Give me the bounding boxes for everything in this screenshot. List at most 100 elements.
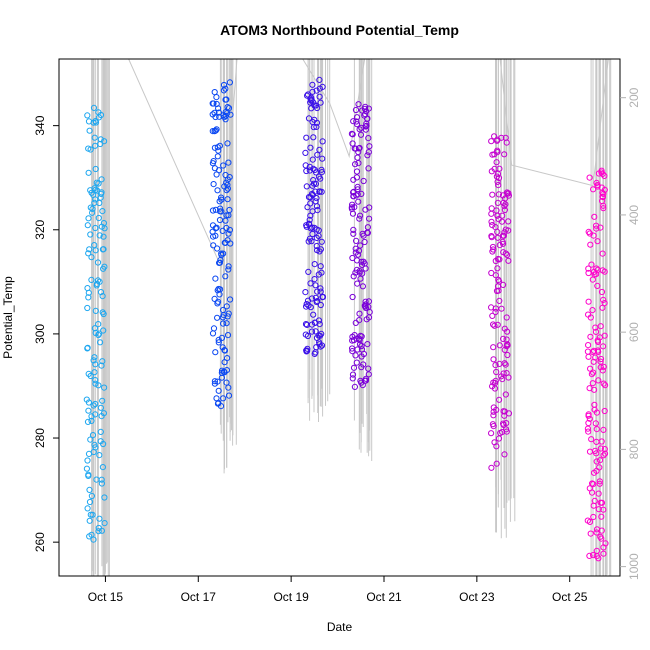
profile-5-point <box>589 307 596 314</box>
x-tick-label: Oct 21 <box>366 590 402 604</box>
profile-3-point <box>353 168 361 175</box>
profile-5-point <box>597 445 604 452</box>
profile-4-point <box>489 151 496 158</box>
profile-0-point <box>92 400 99 408</box>
profile-5-point <box>595 506 602 513</box>
profile-1-point <box>218 369 225 376</box>
profile-3-point <box>358 190 365 197</box>
profile-5-point <box>593 409 601 416</box>
profile-4-point <box>489 222 496 229</box>
data-points-layer <box>83 76 609 562</box>
profile-4-point <box>497 429 504 437</box>
profile-4-point <box>488 210 495 217</box>
profile-3-point <box>348 204 355 211</box>
profile-4-point <box>494 234 501 241</box>
profile-4-point <box>489 243 497 251</box>
profile-1-point <box>222 116 229 123</box>
profile-2-point <box>311 350 318 357</box>
profile-2-point <box>303 223 310 230</box>
profile-2-point <box>302 321 310 328</box>
profile-2-point <box>319 138 326 145</box>
profile-3-point <box>359 270 366 277</box>
profile-1-point <box>226 226 233 234</box>
profile-1-point <box>212 225 219 232</box>
profile-0-point <box>98 362 105 369</box>
profile-0-point <box>95 109 102 116</box>
profile-3-point <box>352 352 359 359</box>
profile-3-point <box>349 345 356 352</box>
profile-0-point <box>98 413 105 420</box>
profile-1-point <box>214 187 221 194</box>
profile-4-point <box>503 314 510 321</box>
x-tick-label: Oct 15 <box>88 590 124 604</box>
profile-0-point <box>94 259 102 266</box>
profile-3-point <box>349 210 357 217</box>
profile-0-point <box>89 209 96 216</box>
profile-0-point <box>90 119 97 126</box>
profile-3-point <box>356 317 363 324</box>
profile-3-point <box>362 298 369 305</box>
profile-1-point <box>216 142 223 149</box>
profile-5-point <box>594 337 601 344</box>
profile-3-point <box>357 212 364 219</box>
profile-0-point <box>86 486 93 493</box>
profile-1-point <box>214 153 221 160</box>
profile-3-point <box>366 309 373 316</box>
profile-2-point <box>312 102 319 109</box>
profile-4-point <box>504 342 511 349</box>
profile-2-point <box>302 149 309 156</box>
profile-1-point <box>218 196 225 203</box>
profile-1-point <box>225 105 233 112</box>
profile-4-point <box>503 428 510 435</box>
profile-4-point <box>488 464 495 471</box>
profile-4-point <box>494 265 501 272</box>
y2-tick-label: 600 <box>627 322 641 342</box>
profile-1-point <box>210 242 217 249</box>
profile-2-point <box>304 91 312 98</box>
profile-3-point <box>355 198 362 205</box>
profile-5-point <box>599 193 606 200</box>
profile-2-point <box>313 234 320 241</box>
profile-5-point <box>598 535 605 542</box>
profile-0-point <box>100 246 107 253</box>
profile-1-point <box>210 100 217 107</box>
profile-4-point <box>494 283 502 290</box>
profile-3-point <box>350 176 357 183</box>
profile-2-point <box>303 183 310 190</box>
profile-0-point <box>99 358 106 365</box>
profile-0-point <box>101 138 108 145</box>
profile-4-point <box>493 159 500 166</box>
profile-4-point <box>490 356 497 363</box>
profile-3-point <box>349 371 357 378</box>
y2-axis: 200 400 600 800 1000 <box>620 87 641 580</box>
profile-1-point <box>220 250 227 257</box>
profile-4-point <box>498 305 505 312</box>
profile-3-point <box>364 224 371 231</box>
profile-4-point <box>492 308 499 316</box>
profile-3-point <box>353 114 361 121</box>
profile-0-point <box>83 465 91 472</box>
profile-3-point <box>355 101 362 108</box>
profile-5-point <box>585 269 592 277</box>
profile-2-point <box>306 163 313 170</box>
profile-2-point <box>309 81 316 88</box>
profile-4-point <box>505 190 512 197</box>
profile-2-point <box>316 93 323 100</box>
profile-0-point <box>84 505 91 512</box>
profile-0-point <box>100 310 107 318</box>
profile-4-point <box>493 460 500 467</box>
profile-3-point <box>350 193 357 200</box>
profile-3-point <box>358 346 366 353</box>
profile-3-point <box>363 122 370 130</box>
profile-0-point <box>88 417 95 424</box>
profile-2-point <box>306 216 313 223</box>
profile-5-point <box>594 266 601 273</box>
profile-4-point <box>495 191 502 198</box>
profile-2-point <box>316 85 323 92</box>
profile-0-point <box>92 361 99 368</box>
plot-frame <box>58 58 621 577</box>
profile-0-point <box>99 293 106 300</box>
profile-1-point <box>214 314 221 321</box>
profile-3-point <box>356 215 363 222</box>
